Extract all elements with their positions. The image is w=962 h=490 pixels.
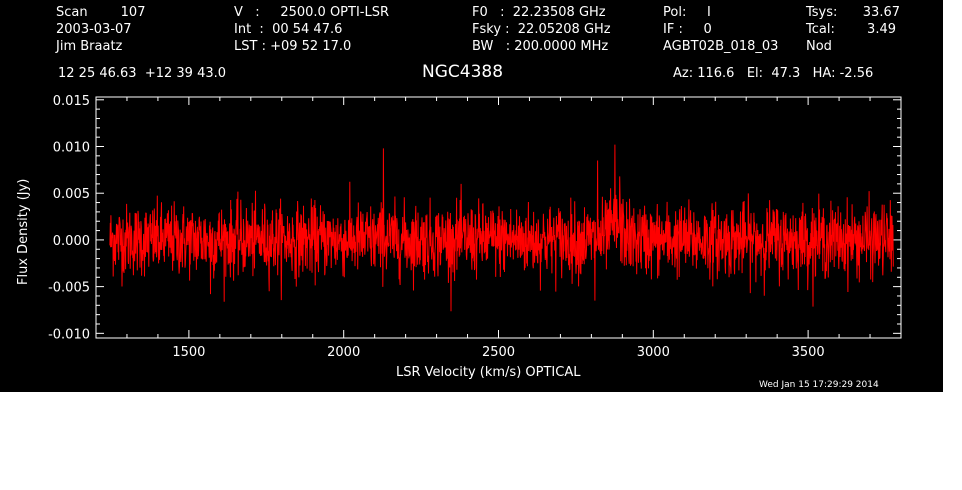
- timestamp-label: Wed Jan 15 17:29:29 2014: [759, 380, 879, 390]
- az-el-ha-label: Az: 116.6 El: 47.3 HA: -2.56: [673, 66, 874, 81]
- lst-label: LST : +09 52 17.0: [234, 39, 352, 54]
- tcal-label: Tcal:: [806, 22, 835, 37]
- coordinates-label: 12 25 46.63 +12 39 43.0: [58, 66, 227, 81]
- f0-label: F0 : 22.23508 GHz: [472, 5, 606, 20]
- x-axis-label: LSR Velocity (km/s) OPTICAL: [396, 365, 581, 380]
- velocity-label: V : 2500.0 OPTI-LSR: [234, 5, 390, 20]
- y-tick-label: 0.010: [53, 141, 90, 156]
- if-label: IF : 0: [663, 22, 712, 37]
- x-tick-label: 2500: [482, 345, 515, 360]
- x-tick-label: 3000: [637, 345, 670, 360]
- y-tick-label: 0.005: [53, 187, 90, 202]
- x-tick-label: 2000: [327, 345, 360, 360]
- spectrum-trace: [109, 144, 894, 312]
- tsys-value: 33.67: [862, 5, 900, 20]
- bw-label: BW : 200.0000 MHz: [472, 39, 609, 54]
- project-label: AGBT02B_018_03: [663, 39, 779, 54]
- y-tick-label: 0.000: [53, 234, 90, 249]
- date-label: 2003-03-07: [56, 22, 132, 37]
- plot-panel: Scan 107 2003-03-07 Jim Braatz V : 2500.…: [0, 0, 943, 392]
- spectrum-chart: 1500 2000 2500 3000 3500 -0.010 -0.005 0.000 0.0…: [48, 94, 902, 360]
- pol-label: Pol: I: [663, 5, 711, 20]
- y-tick-label: 0.015: [53, 94, 90, 109]
- nod-label: Nod: [806, 39, 832, 54]
- y-tick-label: -0.005: [48, 281, 90, 296]
- x-tick-label: 1500: [172, 345, 205, 360]
- observer-label: Jim Braatz: [56, 39, 123, 54]
- tsys-label: Tsys:: [806, 5, 838, 20]
- fsky-label: Fsky : 22.05208 GHz: [472, 22, 611, 37]
- tcal-value: 3.49: [867, 22, 896, 37]
- x-tick-label: 3500: [792, 345, 825, 360]
- integration-label: Int : 00 54 47.6: [234, 22, 343, 37]
- y-tick-label: -0.010: [48, 327, 90, 342]
- scan-label: Scan 107: [56, 5, 146, 20]
- source-title: NGC4388: [422, 62, 504, 82]
